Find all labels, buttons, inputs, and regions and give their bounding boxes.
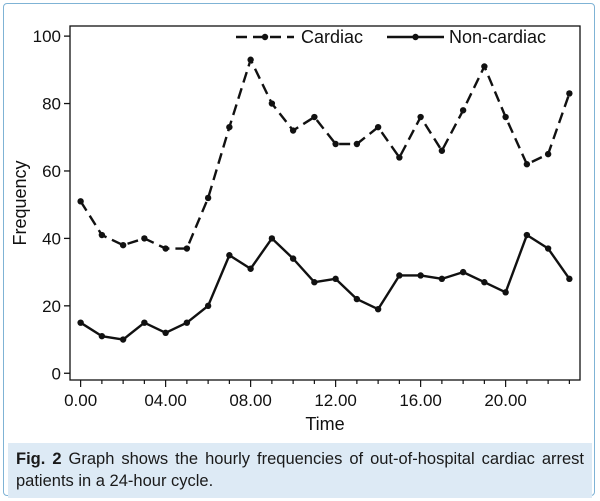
data-point <box>77 319 84 326</box>
data-point <box>566 275 573 283</box>
data-point <box>544 245 552 252</box>
series-layer <box>77 56 573 343</box>
x-tick-label: 08.00 <box>229 391 272 410</box>
series-line <box>79 58 571 250</box>
data-point <box>289 255 297 262</box>
data-point <box>332 140 339 148</box>
y-tick-label: 100 <box>33 27 61 46</box>
data-point <box>162 329 169 336</box>
data-point <box>481 279 488 286</box>
legend-label: Cardiac <box>301 27 363 47</box>
data-point <box>332 275 339 283</box>
data-point <box>544 150 552 158</box>
data-point <box>204 302 212 310</box>
caption-text: Graph shows the hourly frequencies of ou… <box>16 450 584 490</box>
data-point <box>119 336 127 343</box>
y-axis-label: Frequency <box>10 160 30 245</box>
legend-marker <box>412 33 419 41</box>
data-point <box>226 123 233 131</box>
data-point <box>98 231 106 239</box>
x-tick-label: 20.00 <box>484 391 527 410</box>
legend-item: Cardiac <box>236 27 363 47</box>
data-point <box>289 127 297 134</box>
legend: Cardiac Non-cardiac <box>236 27 546 47</box>
legend-marker <box>261 33 269 41</box>
plot-area <box>69 25 581 381</box>
data-point <box>183 319 191 326</box>
data-point <box>226 252 233 259</box>
x-tick-label: 0.00 <box>64 391 97 410</box>
y-tick-label: 20 <box>42 297 61 316</box>
x-tick-label: 12.00 <box>314 391 357 410</box>
x-tick-label: 04.00 <box>144 391 187 410</box>
data-point <box>119 241 127 249</box>
x-tick-label: 16.00 <box>399 391 442 410</box>
data-point <box>311 113 318 121</box>
data-point <box>502 113 509 121</box>
data-point <box>247 56 254 63</box>
data-point <box>162 245 169 252</box>
series-line <box>79 233 571 341</box>
data-point <box>459 107 467 114</box>
data-point <box>204 194 212 202</box>
data-point <box>374 306 382 313</box>
series-cardiac <box>77 56 573 252</box>
series-non-cardiac <box>77 231 573 343</box>
data-point <box>353 295 361 303</box>
data-point <box>396 272 403 279</box>
data-point <box>566 90 573 97</box>
data-point <box>438 147 446 154</box>
legend-item: Non-cardiac <box>387 27 546 47</box>
y-tick-label: 60 <box>42 162 61 181</box>
data-point <box>268 100 276 107</box>
figure-frame <box>3 3 595 496</box>
data-point <box>247 265 254 272</box>
data-point <box>353 140 361 148</box>
data-point <box>311 279 318 286</box>
data-point <box>459 268 467 276</box>
data-point <box>77 198 84 205</box>
y-axis: 0 20 40 60 80 100 <box>33 27 70 383</box>
x-axis: 0.00 04.00 08.00 12.00 16.00 20.00 <box>64 380 570 410</box>
data-point <box>374 123 382 131</box>
y-tick-label: 40 <box>42 229 61 248</box>
figure-caption: Fig. 2 Graph shows the hourly frequencie… <box>8 443 592 498</box>
data-point <box>417 272 424 279</box>
data-point <box>523 161 531 168</box>
data-point <box>141 319 148 326</box>
data-point <box>523 231 531 239</box>
data-point <box>502 289 509 296</box>
data-point <box>141 235 148 242</box>
data-point <box>481 63 488 70</box>
data-point <box>268 235 276 242</box>
y-tick-label: 80 <box>42 95 61 114</box>
data-point <box>438 275 446 283</box>
legend-label: Non-cardiac <box>449 27 546 47</box>
data-point <box>98 332 106 340</box>
y-tick-label: 0 <box>52 364 61 383</box>
data-point <box>183 245 191 252</box>
data-point <box>396 154 403 161</box>
line-chart: 0 20 40 60 80 100 0.00 04.00 08.00 12.00 16.00 20.… <box>10 25 581 434</box>
data-point <box>417 113 424 121</box>
caption-label: Fig. 2 <box>16 450 62 468</box>
x-axis-label: Time <box>305 414 344 434</box>
